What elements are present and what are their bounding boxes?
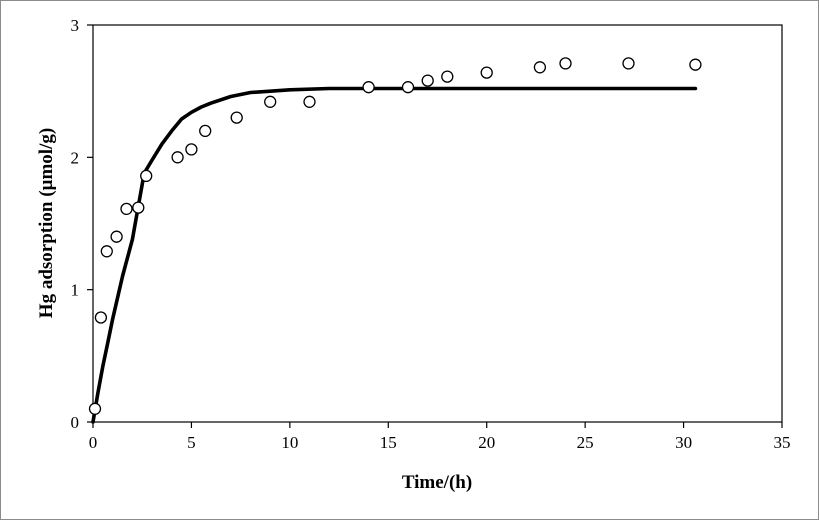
x-tick-label: 25 [577,433,594,452]
y-tick-label: 0 [71,413,80,432]
data-point-marker [264,95,277,108]
data-point-marker [421,74,434,87]
x-tick-label: 35 [774,433,791,452]
data-point-marker [199,124,212,138]
data-point-marker [689,58,702,71]
y-tick-label: 2 [71,148,80,167]
plot-area-border [92,24,783,423]
data-point-marker [110,230,123,243]
data-point-marker [401,81,415,94]
y-tick-label: 1 [71,281,80,300]
model-fit-curve [91,86,698,424]
data-point-marker [441,70,454,83]
data-point-marker [303,95,316,108]
data-point-marker [533,61,547,74]
data-point-marker [120,202,133,216]
x-tick-label: 0 [89,433,98,452]
x-tick-label: 5 [187,433,196,452]
y-tick-label: 3 [71,16,80,35]
data-point-marker [622,57,635,70]
data-point-marker [230,111,243,124]
data-point-marker [132,201,145,214]
data-point-marker [185,143,198,156]
x-tick-label: 30 [675,433,692,452]
x-axis: 0 5 10 15 20 25 30 35 [89,422,791,452]
data-point-marker [88,402,102,415]
x-tick-label: 20 [478,433,495,452]
y-axis-title: Hg adsorption (µmol/g) [36,128,57,318]
x-tick-label: 10 [281,433,298,452]
data-point-marker [94,311,108,324]
data-point-marker [480,66,493,79]
y-axis: 0 1 2 3 [71,16,93,432]
x-axis-title: Time/(h) [402,472,472,493]
x-tick-label: 15 [380,433,397,452]
data-point-marker [171,151,184,164]
data-point-marker [140,169,153,183]
series-layer [88,57,702,424]
data-point-marker [559,57,572,70]
data-point-marker [362,81,375,94]
data-point-marker [100,245,113,258]
